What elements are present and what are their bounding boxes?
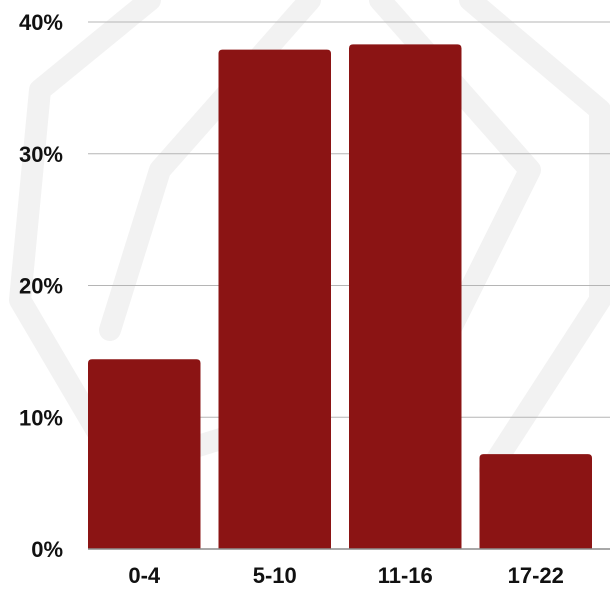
bar-0-4 [88, 359, 201, 549]
y-tick-label: 40% [19, 10, 63, 35]
y-tick-label: 10% [19, 405, 63, 430]
bar-11-16 [349, 44, 462, 550]
y-tick-label: 30% [19, 142, 63, 167]
bar-17-22 [479, 454, 592, 549]
x-category-label: 11-16 [378, 563, 433, 588]
y-tick-label: 20% [19, 274, 63, 299]
y-tick-label: 0% [31, 537, 63, 562]
bars [88, 44, 610, 550]
bar-5-10 [218, 49, 331, 549]
y-axis-tick-labels: 0% 10% 20% 30% 40% [19, 10, 63, 562]
x-axis-category-labels: 0-4 5-10 11-16 17-22 [128, 563, 564, 588]
x-category-label: 0-4 [128, 563, 161, 588]
x-category-label: 5-10 [253, 563, 297, 588]
x-category-label: 17-22 [508, 563, 564, 588]
